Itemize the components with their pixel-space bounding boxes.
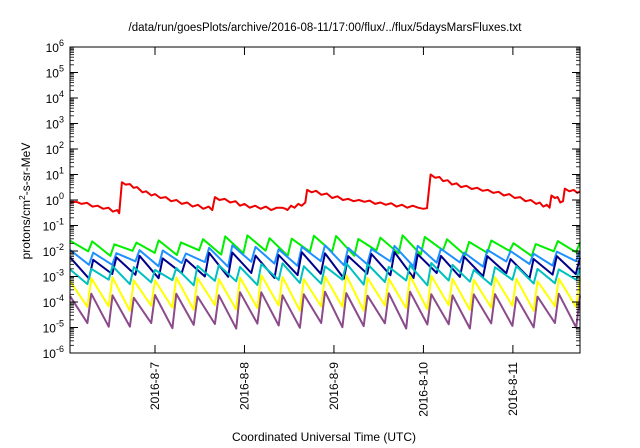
series-line-6 [69, 290, 581, 330]
x-ticks-layer: 2016-8-7 2016-8-8 2016-8-9 2016-8-10 2016-8-… [148, 47, 520, 417]
y-tick-label-exp: 1 [59, 166, 64, 176]
y-tick-label: 10-2 [43, 242, 64, 259]
y-tick-label-base: 10 [43, 322, 57, 336]
y-tick-label-base: 10 [43, 245, 57, 259]
series-layer [69, 173, 581, 330]
y-tick-label-exp: -5 [56, 319, 64, 329]
y-tick-label: 100 [46, 191, 64, 208]
series-line-5 [69, 274, 581, 312]
plot-frame [69, 46, 581, 354]
y-tick-label: 10-4 [43, 293, 64, 310]
y-ticks-layer: 10-610-510-410-310-210-11001011021031041… [43, 38, 580, 361]
y-tick-label: 10-6 [43, 344, 64, 361]
y-tick-label: 104 [46, 89, 64, 106]
y-tick-label-exp: 4 [59, 89, 64, 99]
y-tick-label-exp: -4 [56, 293, 64, 303]
y-tick-label-exp: -3 [56, 268, 64, 278]
y-tick-label-base: 10 [46, 143, 60, 157]
x-tick-label: 2016-8-8 [237, 362, 251, 410]
y-tick-label-base: 10 [46, 67, 60, 81]
y-tick-label: 102 [46, 140, 64, 157]
y-axis-label-sup: 2 [17, 195, 27, 200]
y-tick-label-base: 10 [43, 220, 57, 234]
y-tick-label-base: 10 [46, 169, 60, 183]
y-tick-label-exp: 2 [59, 140, 64, 150]
y-tick-label-exp: -1 [56, 217, 64, 227]
x-axis-label: Coordinated Universal Time (UTC) [232, 430, 416, 444]
x-tick-label: 2016-8-10 [416, 362, 430, 417]
y-tick-label-base: 10 [43, 296, 57, 310]
y-tick-label: 103 [46, 115, 64, 132]
chart-title: /data/run/goesPlots/archive/2016-08-11/1… [129, 22, 523, 34]
series-line-3 [69, 251, 581, 280]
series-line-0 [69, 173, 581, 215]
x-tick-label: 2016-8-9 [327, 362, 341, 410]
y-axis-label-base: protons/cm [19, 200, 33, 259]
y-tick-label-base: 10 [46, 41, 60, 55]
y-tick-label-base: 10 [46, 194, 60, 208]
y-tick-label-exp: 5 [59, 64, 64, 74]
y-tick-label-exp: -6 [56, 344, 64, 354]
y-tick-label: 106 [46, 38, 64, 55]
y-tick-label-exp: -2 [56, 242, 64, 252]
y-tick-label-base: 10 [43, 271, 57, 285]
y-tick-label: 10-5 [43, 319, 64, 336]
y-tick-label-exp: 3 [59, 115, 64, 125]
series-line-4 [69, 262, 581, 287]
y-tick-label: 105 [46, 64, 64, 81]
y-tick-label: 10-3 [43, 268, 64, 285]
y-tick-label-base: 10 [46, 118, 60, 132]
y-axis-label-rest: -s-sr-MeV [19, 143, 33, 196]
y-tick-label-exp: 6 [59, 38, 64, 48]
series-line-2 [69, 244, 581, 268]
x-tick-label: 2016-8-11 [506, 362, 520, 416]
y-tick-label-exp: 0 [59, 191, 64, 201]
y-tick-label: 101 [46, 166, 64, 183]
x-tick-label: 2016-8-7 [148, 362, 162, 410]
y-tick-label: 10-1 [43, 217, 64, 234]
y-axis-label: protons/cm2-s-sr-MeV [17, 143, 33, 260]
y-tick-label-base: 10 [46, 92, 60, 106]
y-tick-label-base: 10 [43, 347, 57, 361]
